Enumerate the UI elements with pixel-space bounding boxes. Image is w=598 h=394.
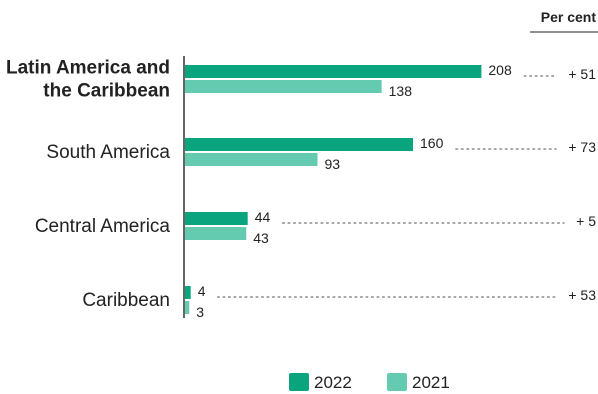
bar-2021-caribbean [185,301,190,314]
value-label-2021-central-america: 43 [253,230,269,246]
bar-2022-central-america [185,212,248,225]
change-label-caribbean: + 53 [568,287,596,303]
bar-2022-south-america [185,138,413,151]
value-label-2022-latin-america-and-the-caribbean: 208 [488,62,512,78]
change-label-latin-america-and-the-caribbean: + 51 [568,66,596,82]
value-label-2021-latin-america-and-the-caribbean: 138 [389,83,413,99]
value-label-2021-south-america: 93 [325,156,341,172]
legend: 2022 2021 [289,373,450,392]
unit-label: Per cent [541,9,597,25]
value-label-2021-caribbean: 3 [196,304,204,320]
category-label-central-america: Central America [35,216,171,237]
category-label-south-america: South America [46,142,170,163]
change-label-central-america: + 5 [576,213,596,229]
legend-swatch-2022 [289,373,309,391]
category-label-latin-america-and-the-caribbean-line-1: Latin America and [6,58,170,79]
change-label-south-america: + 73 [568,139,596,155]
value-label-2022-south-america: 160 [420,135,444,151]
category-label-caribbean: Caribbean [82,290,170,311]
bar-2022-caribbean [185,286,191,299]
legend-label-2021: 2021 [412,373,450,392]
bars-layer [185,65,565,314]
value-label-2022-central-america: 44 [255,209,271,225]
value-label-2022-caribbean: 4 [198,283,206,299]
bar-2022-latin-america-and-the-caribbean [185,65,482,78]
bar-2021-central-america [185,227,247,240]
bar-2021-latin-america-and-the-caribbean [185,80,382,93]
category-label-latin-america-and-the-caribbean-line-2: the Caribbean [43,81,170,102]
legend-swatch-2021 [387,373,407,391]
bar-2021-south-america [185,153,318,166]
legend-label-2022: 2022 [314,373,352,392]
